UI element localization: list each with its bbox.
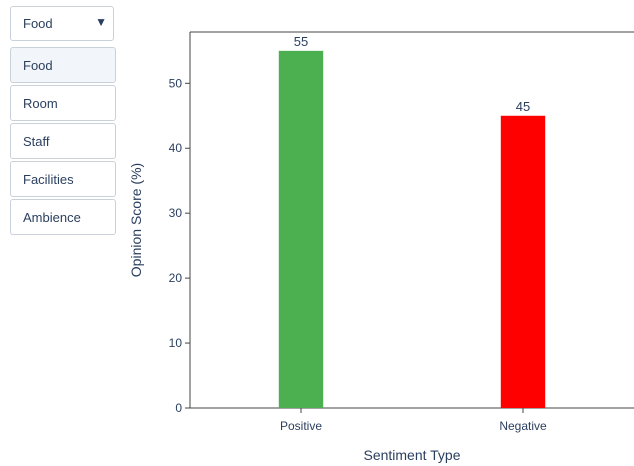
data-label-negative: 45 [516,99,530,114]
dropdown-selected-value: Food [23,16,53,31]
y-tick-label: 50 [169,76,183,90]
y-tick-label: 30 [169,206,183,220]
y-tick-label: 40 [169,141,183,155]
x-tick-label: Negative [499,419,547,433]
data-label-positive: 55 [294,34,308,49]
bars: 55 45 [278,34,546,409]
option-food[interactable]: Food [10,47,116,83]
option-room[interactable]: Room [10,85,116,121]
bar-positive[interactable] [278,50,324,409]
y-tick-label: 20 [169,271,183,285]
option-ambience[interactable]: Ambience [10,199,116,235]
x-tick-label: Positive [280,419,322,433]
dropdown-options-list: Food Room Staff Facilities Ambience [10,47,116,237]
option-staff[interactable]: Staff [10,123,116,159]
plot-area: 0 10 20 30 40 50 55 45 Positive Negative [169,31,634,433]
y-tick-label: 10 [169,336,183,350]
x-ticks: Positive Negative [280,408,547,433]
y-axis-title: Opinion Score (%) [128,163,144,277]
y-tick-label: 0 [175,401,182,415]
y-ticks: 0 10 20 30 40 50 [169,76,190,415]
category-dropdown[interactable]: Food ▼ [10,6,114,41]
bar-negative[interactable] [500,115,546,408]
option-facilities[interactable]: Facilities [10,161,116,197]
x-axis-title: Sentiment Type [363,447,460,463]
chevron-down-icon: ▼ [95,15,107,29]
